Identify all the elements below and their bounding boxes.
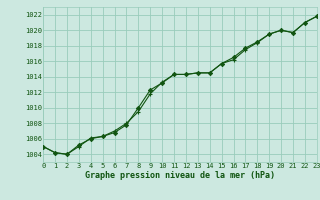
X-axis label: Graphe pression niveau de la mer (hPa): Graphe pression niveau de la mer (hPa) bbox=[85, 171, 275, 180]
